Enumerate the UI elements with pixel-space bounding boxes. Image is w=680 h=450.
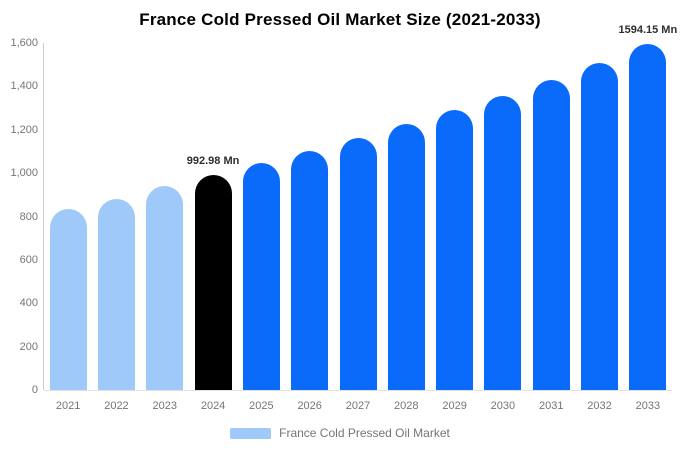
bar-2032 [581,63,619,390]
x-tick-2026: 2026 [297,400,322,412]
bar-slot-2032 [575,43,623,390]
bar-value-label-2024: 992.98 Mn [186,154,240,167]
bar-2027 [339,138,377,390]
x-tick-2033: 2033 [635,400,661,412]
legend: France Cold Pressed Oil Market [0,426,680,440]
chart-title: France Cold Pressed Oil Market Size (202… [139,10,541,29]
x-tick-2024: 2024 [200,400,226,412]
bar-slot-2024 [189,43,237,390]
x-tick-2021: 2021 [55,400,81,412]
bar-slot-2028 [382,43,430,390]
legend-swatch-icon [230,427,272,439]
x-tick-2029: 2029 [442,400,467,412]
y-tick-600: 600 [19,253,38,266]
bar-2025 [242,163,280,390]
bar-slot-2027 [334,43,382,390]
y-tick-1400: 1,400 [10,80,38,93]
y-tick-1000: 1,000 [10,167,38,180]
bar-2030 [484,96,522,390]
bar-slot-2031 [527,43,575,390]
bar-slot-2030 [479,43,527,390]
bar-slot-2021 [44,43,92,390]
bar-slot-2029 [431,43,479,390]
y-axis-line [43,43,44,390]
bars-row [44,43,672,390]
x-tick-2025: 2025 [249,400,274,412]
bar-value-label-2033: 1594.15 Mn [618,24,678,37]
plot-area: 992.98 Mn 1594.15 Mn [44,24,677,391]
x-tick-2030: 2030 [490,400,516,412]
bar-2022 [97,198,135,390]
legend-label: France Cold Pressed Oil Market [279,426,450,440]
y-tick-1200: 1,200 [10,123,38,136]
x-tick-2031: 2031 [538,400,564,412]
x-tick-2027: 2027 [345,400,371,412]
bar-slot-2023 [141,43,189,390]
bar-2023 [146,186,184,390]
y-tick-400: 400 [19,297,38,310]
x-tick-2023: 2023 [152,400,177,412]
bar-2028 [387,124,425,390]
y-tick-800: 800 [19,210,38,223]
bar-slot-2033 [624,43,672,390]
bar-slot-2025 [237,43,285,390]
x-tick-2032: 2032 [587,400,612,412]
bar-2026 [291,150,329,390]
x-tick-2022: 2022 [104,400,129,412]
bar-2031 [532,80,570,390]
x-tick-2028: 2028 [394,400,419,412]
bar-2029 [436,110,474,390]
bar-2021 [49,208,87,390]
bar-2033 [629,44,667,390]
y-tick-1600: 1,600 [10,37,38,49]
y-tick-0: 0 [31,384,38,396]
bar-slot-2026 [286,43,334,390]
y-tick-200: 200 [19,340,38,353]
bar-slot-2022 [92,43,140,390]
bar-2024 [194,174,232,390]
